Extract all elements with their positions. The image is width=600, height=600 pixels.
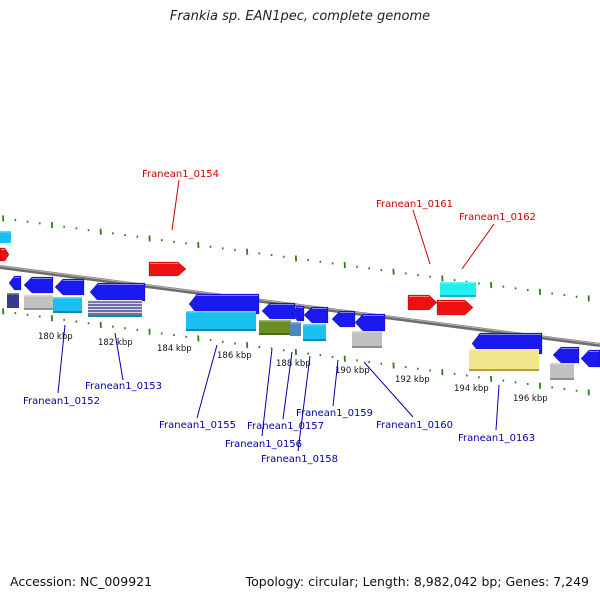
gene-franean1-0159-arrow — [354, 313, 386, 332]
gene-label-forward: Franean1_0154 — [142, 169, 219, 180]
gene-label-reverse: Franean1_0153 — [85, 381, 162, 392]
gene-light-cyan-block — [440, 282, 476, 297]
gene-franean1-0160-block — [352, 331, 382, 348]
gene-blue-arrow — [331, 310, 356, 328]
gene-label-leader — [171, 179, 180, 231]
gene-blue-arrow — [23, 276, 54, 294]
gene-franean1-0161-arrow — [407, 294, 438, 311]
gene-gray-block — [550, 363, 574, 380]
accession-text: Accession: NC_009921 — [10, 574, 153, 589]
gene-cyan-block — [0, 231, 11, 243]
gene-franean1-0153-arrow — [89, 282, 146, 302]
gene-franean1-0157-block — [290, 322, 301, 336]
gene-label-leader — [57, 324, 66, 394]
gene-label-leader — [332, 359, 339, 407]
gene-blue-arrow — [303, 306, 329, 324]
gene-striped-block — [88, 300, 142, 317]
gene-label-forward: Franean1_0162 — [459, 212, 536, 223]
gene-label-reverse: Franean1_0155 — [159, 420, 236, 431]
gene-blue-arrow — [261, 302, 296, 320]
gene-label-forward: Franean1_0161 — [376, 199, 453, 210]
gene-label-leader — [495, 384, 500, 431]
scale-label: 180 kbp — [38, 332, 73, 342]
gene-blue-arrow — [291, 305, 305, 322]
gene-label-leader — [282, 351, 293, 420]
gene-label-leader — [114, 332, 124, 381]
gene-label-leader — [196, 344, 218, 419]
gene-label-reverse: Franean1_0163 — [458, 433, 535, 444]
gene-label-leader — [461, 223, 495, 270]
scale-label: 192 kbp — [395, 375, 430, 385]
gene-franean1-0152-block — [53, 297, 82, 313]
scale-label: 190 kbp — [335, 366, 370, 376]
gene-gray-block — [24, 295, 53, 310]
gene-blue-arrow — [552, 346, 580, 364]
gene-red-arrow — [0, 247, 10, 262]
scale-label: 182 kbp — [98, 338, 133, 348]
scale-label: 194 kbp — [454, 384, 489, 394]
gene-blue-arrow — [8, 275, 22, 291]
gene-label-reverse: Franean1_0157 — [247, 421, 324, 432]
gene-franean1-0162-arrow — [436, 299, 474, 316]
genome-title: Frankia sp. EAN1pec, complete genome — [169, 9, 431, 24]
gene-label-leader — [297, 355, 311, 452]
gene-franean1-0163-block — [469, 349, 539, 371]
genome-info-text: Topology: circular; Length: 8,982,042 bp… — [245, 574, 589, 589]
gene-label-reverse: Franean1_0156 — [225, 439, 302, 450]
scale-label: 196 kbp — [513, 394, 548, 404]
gene-franean1-0156-block — [259, 320, 291, 335]
gene-label-reverse: Franean1_0158 — [261, 454, 338, 465]
gene-label-leader — [412, 209, 431, 265]
gene-franean1-0155-block — [186, 311, 256, 331]
gene-blue-arrow — [580, 349, 600, 368]
gene-navy-block — [7, 293, 19, 308]
gene-label-leader — [261, 348, 273, 437]
scale-label: 184 kbp — [157, 344, 192, 354]
scale-label: 186 kbp — [217, 351, 252, 361]
gene-label-reverse: Franean1_0160 — [376, 420, 453, 431]
gene-label-reverse: Franean1_0152 — [23, 396, 100, 407]
genome-backbone-highlight — [0, 265, 600, 345]
gene-blue-arrow — [54, 278, 85, 296]
scale-label: 188 kbp — [276, 359, 311, 369]
gene-label-reverse: Franean1_0159 — [296, 408, 373, 419]
gene-franean1-0158-block — [303, 324, 326, 341]
gene-franean1-0154-arrow — [148, 261, 187, 277]
gene-label-leader — [363, 361, 414, 418]
